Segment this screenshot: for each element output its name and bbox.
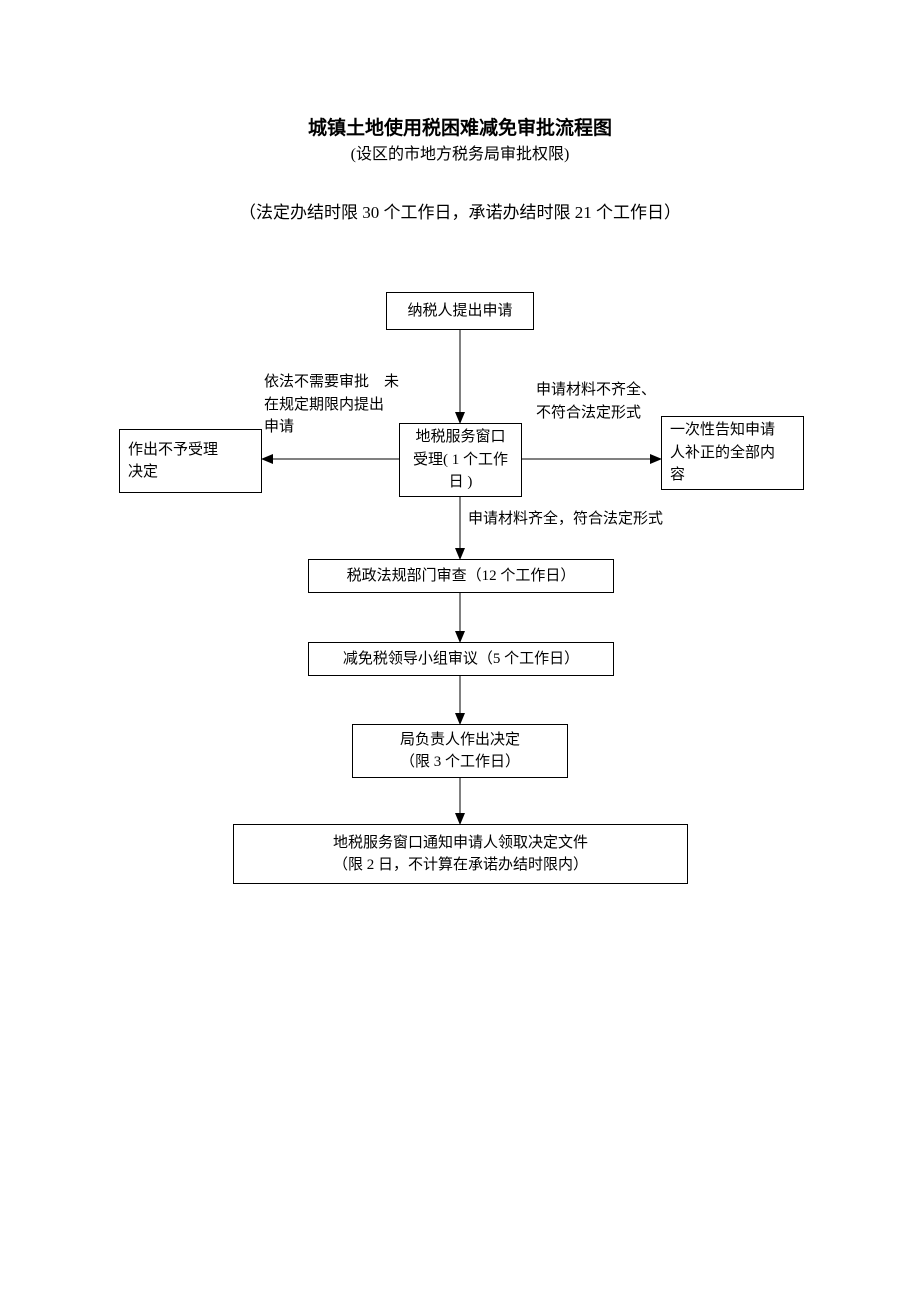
edge-label-inform-condition: 申请材料不齐全、不符合法定形式 bbox=[536, 379, 656, 424]
edge-label-complete-condition: 申请材料齐全，符合法定形式 bbox=[468, 508, 663, 531]
node-deliberate: 减免税领导小组审议（5 个工作日） bbox=[308, 642, 614, 676]
node-notify: 地税服务窗口通知申请人领取决定文件（限 2 日，不计算在承诺办结时限内） bbox=[233, 824, 688, 884]
flowchart-title: 城镇土地使用税困难减免审批流程图 bbox=[0, 113, 920, 140]
flowchart-timing: （法定办结时限 30 个工作日，承诺办结时限 21 个工作日） bbox=[0, 198, 920, 223]
node-decide: 局负责人作出决定（限 3 个工作日） bbox=[352, 724, 568, 778]
flowchart-subtitle: (设区的市地方税务局审批权限) bbox=[0, 140, 920, 164]
edge-label-reject-condition: 依法不需要审批 未在规定期限内提出申请 bbox=[264, 371, 399, 439]
node-apply: 纳税人提出申请 bbox=[386, 292, 534, 330]
node-review: 税政法规部门审查（12 个工作日） bbox=[308, 559, 614, 593]
node-inform: 一次性告知申请人补正的全部内容 bbox=[661, 416, 804, 490]
node-accept: 地税服务窗口受理( 1 个工作日 ) bbox=[399, 423, 522, 497]
node-reject: 作出不予受理决定 bbox=[119, 429, 262, 493]
